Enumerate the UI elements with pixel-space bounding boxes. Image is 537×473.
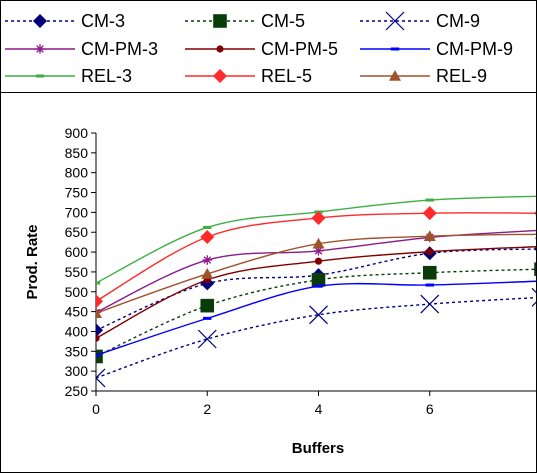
- data-point: [309, 305, 328, 325]
- data-point: [203, 316, 212, 320]
- legend-marker: [213, 69, 227, 83]
- legend-entry-rel-3: REL-3: [5, 66, 132, 86]
- legend-label: REL-3: [81, 66, 132, 86]
- data-point: [425, 198, 434, 202]
- y-tick-label: 350: [65, 343, 89, 359]
- data-point: [96, 334, 100, 342]
- legend-entry-rel-5: REL-5: [185, 66, 312, 86]
- data-point: [313, 246, 324, 256]
- data-point: [426, 248, 434, 256]
- data-point: [203, 225, 212, 229]
- legend-marker: [35, 44, 45, 54]
- legend-marker: [389, 70, 401, 81]
- data-point: [96, 294, 103, 309]
- data-point: [534, 262, 536, 276]
- legend-entry-cm-3: CM-3: [5, 11, 125, 31]
- series-rel-5: [96, 206, 536, 309]
- data-point: [96, 353, 101, 357]
- legend-marker: [35, 74, 45, 78]
- series-rel-9: [96, 230, 536, 319]
- data-point: [314, 284, 323, 288]
- series-cm-pm-5: [96, 246, 536, 342]
- data-point: [422, 206, 437, 221]
- legend-label: CM-PM-9: [436, 39, 513, 59]
- series-cm-9: [96, 287, 536, 388]
- series-group: [96, 195, 536, 388]
- series-line: [96, 212, 536, 302]
- y-tick-label: 500: [65, 284, 89, 300]
- data-point: [200, 229, 215, 244]
- y-tick-label: 250: [65, 383, 89, 399]
- series-rel-3: [96, 195, 536, 285]
- x-ticks: 02468: [92, 391, 434, 417]
- legend-label: REL-9: [436, 66, 487, 86]
- series-line: [96, 195, 536, 284]
- x-tick-label: 4: [315, 401, 323, 417]
- y-tick-label: 650: [65, 224, 89, 240]
- y-tick-label: 750: [65, 185, 89, 201]
- data-point: [96, 281, 101, 285]
- y-tick-label: 700: [65, 204, 89, 220]
- y-ticks: 250 300 350 400 450 500 550 600 650 700 750 800 850 9…: [65, 125, 96, 399]
- legend-label: CM-9: [436, 11, 480, 31]
- y-tick-label: 450: [65, 304, 89, 320]
- data-point: [96, 368, 106, 388]
- legend-marker: [390, 47, 400, 51]
- data-point: [534, 246, 536, 251]
- legend-label: CM-3: [81, 11, 125, 31]
- y-axis-title: Prod. Rate: [24, 224, 41, 299]
- data-point: [531, 287, 536, 307]
- legend-marker: [385, 11, 405, 31]
- series-line: [96, 280, 536, 356]
- series-cm-5: [96, 262, 536, 364]
- data-point: [311, 210, 326, 225]
- x-axis-title: Buffers: [292, 440, 345, 457]
- legend-entry-cm-9: CM-9: [360, 11, 480, 31]
- y-tick-label: 850: [65, 145, 89, 161]
- y-tick-label: 900: [65, 125, 89, 141]
- legend-label: CM-5: [261, 11, 305, 31]
- legend-label: CM-PM-3: [81, 39, 158, 59]
- data-point: [197, 329, 217, 349]
- legend-marker: [216, 45, 224, 53]
- x-tick-label: 0: [92, 401, 100, 417]
- data-point: [425, 283, 434, 287]
- legend-entry-cm-5: CM-5: [185, 11, 305, 31]
- legend-marker: [213, 14, 227, 28]
- legend-entry-cm-pm-3: CM-PM-3: [5, 39, 158, 59]
- data-point: [314, 257, 323, 265]
- legend: CM-3 CM-5 CM-9 CM-PM-3 CM-PM-5 CM-PM-9 REL-3 RE…: [5, 11, 513, 86]
- data-point: [200, 298, 215, 313]
- data-point: [201, 267, 214, 279]
- legend-box: [0, 0, 537, 93]
- series-line: [96, 296, 536, 379]
- y-tick-label: 800: [65, 165, 89, 181]
- data-point: [96, 307, 102, 319]
- legend-entry-cm-pm-9: CM-PM-9: [360, 39, 513, 59]
- data-point: [423, 230, 436, 241]
- legend-label: CM-PM-5: [261, 39, 338, 59]
- series-cm-pm-9: [96, 280, 536, 357]
- legend-marker: [33, 14, 47, 28]
- y-tick-label: 300: [65, 363, 89, 379]
- data-point: [535, 237, 536, 240]
- data-point: [422, 265, 437, 280]
- series-cm-3: [96, 246, 536, 338]
- data-point: [311, 273, 326, 287]
- data-point: [534, 211, 536, 216]
- data-point: [202, 255, 213, 265]
- legend-entry-cm-pm-5: CM-PM-5: [185, 39, 338, 59]
- y-tick-label: 550: [65, 264, 89, 280]
- x-tick-label: 2: [203, 401, 211, 417]
- data-point: [96, 323, 103, 338]
- legend-label: REL-5: [261, 66, 312, 86]
- x-tick-label: 6: [426, 401, 434, 417]
- data-point: [312, 237, 325, 249]
- y-tick-label: 600: [65, 244, 89, 260]
- data-point: [420, 294, 440, 314]
- legend-entry-rel-9: REL-9: [360, 66, 487, 86]
- y-tick-label: 400: [65, 323, 89, 339]
